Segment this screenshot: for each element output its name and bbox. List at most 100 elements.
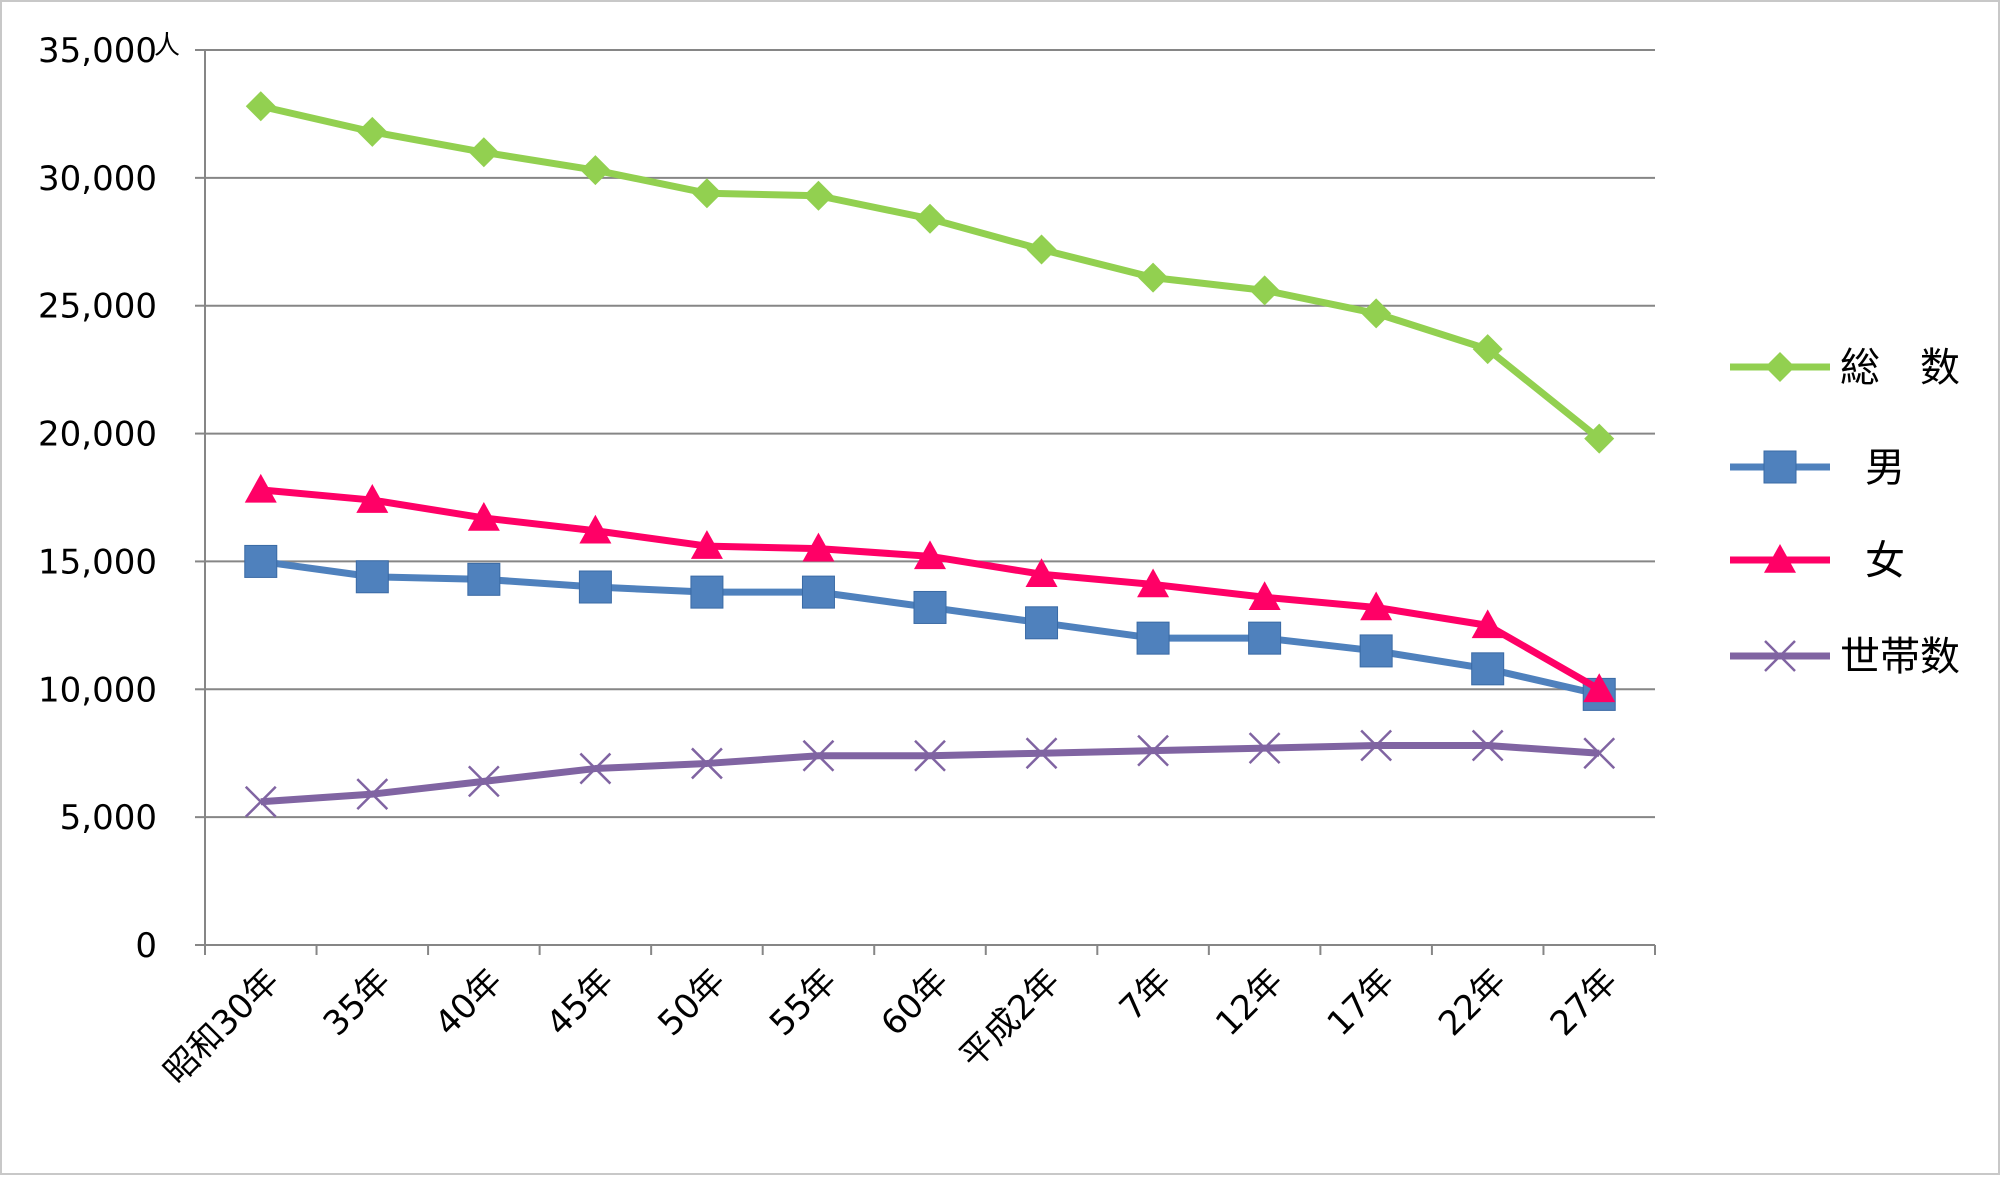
data-point — [1471, 729, 1504, 762]
data-point — [1763, 450, 1797, 484]
data-point — [1026, 234, 1057, 265]
data-point-stroke — [356, 778, 389, 811]
data-point-stroke — [244, 785, 277, 818]
data-point — [1136, 621, 1170, 655]
data-point — [467, 562, 501, 596]
y-tick-label: 25,000 — [38, 287, 157, 327]
data-point — [1360, 591, 1393, 621]
data-point — [1137, 568, 1170, 598]
legend-item: 総 数 — [1730, 345, 1960, 391]
data-point — [1583, 737, 1616, 770]
data-point-stroke — [1471, 729, 1504, 762]
data-point — [1472, 334, 1503, 365]
data-point — [913, 590, 947, 624]
x-tick-label: 40年 — [427, 961, 510, 1044]
data-point — [1360, 729, 1393, 762]
series-line — [260, 486, 1601, 693]
data-point — [580, 155, 611, 186]
y-tick-label: 5,000 — [60, 798, 157, 838]
y-tick-label: 20,000 — [38, 415, 157, 455]
data-point — [1584, 423, 1615, 454]
x-tick-label: 45年 — [539, 961, 622, 1044]
y-tick-label: 35,000 — [38, 31, 157, 71]
x-tick-label: 7年 — [1112, 961, 1180, 1029]
data-point-stroke — [579, 752, 612, 785]
data-point — [244, 785, 277, 818]
y-unit-label: 人 — [154, 31, 180, 61]
data-point — [1138, 262, 1169, 293]
data-point-stroke — [691, 747, 723, 780]
x-tick-label: 12年 — [1208, 961, 1291, 1044]
series-0 — [245, 91, 1615, 454]
data-point — [802, 739, 835, 772]
data-point — [578, 570, 612, 604]
data-point-stroke — [802, 739, 835, 772]
data-point — [467, 501, 500, 531]
series-line — [260, 557, 1601, 698]
series-line — [259, 102, 1602, 442]
x-tick-label: 平成2年 — [952, 961, 1068, 1077]
data-point — [915, 203, 945, 234]
data-point — [1471, 609, 1504, 639]
data-point — [579, 514, 612, 544]
data-point — [244, 473, 277, 503]
gridlines — [205, 49, 1655, 819]
data-point — [357, 116, 388, 147]
legend-label: 男 — [1865, 445, 1905, 491]
data-point — [1471, 652, 1505, 686]
data-point — [1248, 621, 1282, 655]
series — [244, 91, 1616, 818]
legend-item: 女 — [1730, 538, 1905, 584]
x-tick-label: 55年 — [762, 961, 845, 1044]
axes: 0 5,000 10,000 15,000 20,000 25,000 30,000 35,0… — [38, 31, 1656, 1092]
data-point — [801, 575, 835, 609]
data-point-stroke — [1248, 732, 1281, 764]
x-tick-label: 22年 — [1431, 961, 1514, 1044]
data-point-stroke — [467, 765, 500, 798]
data-point — [1583, 673, 1616, 703]
data-point — [1025, 737, 1058, 770]
data-point — [245, 91, 276, 122]
x-tick-label: 50年 — [650, 961, 733, 1044]
data-point-stroke — [1583, 737, 1616, 770]
data-point — [468, 137, 499, 168]
legend-item: 世帯数 — [1730, 634, 1960, 680]
data-point — [1025, 558, 1058, 588]
x-tick-label: 昭和30年 — [156, 961, 287, 1092]
data-point — [467, 765, 500, 798]
legend-label: 総 数 — [1840, 345, 1960, 391]
series-3 — [244, 729, 1616, 818]
data-point — [691, 747, 723, 780]
data-point — [1359, 634, 1393, 668]
y-tick-label: 30,000 — [38, 159, 157, 199]
x-tick-label: 27年 — [1543, 961, 1626, 1044]
data-point — [1764, 640, 1796, 672]
data-point — [803, 180, 834, 211]
data-point — [355, 560, 389, 594]
y-tick-label: 0 — [135, 926, 157, 966]
data-point — [1765, 352, 1795, 382]
data-point — [1137, 734, 1169, 767]
data-point-stroke — [914, 739, 946, 772]
data-point — [691, 178, 722, 209]
data-point — [802, 532, 835, 562]
data-point-stroke — [1764, 640, 1796, 672]
data-point — [579, 752, 612, 785]
series-line — [260, 742, 1600, 806]
data-point — [1248, 581, 1281, 611]
data-point — [356, 484, 389, 513]
legend-label: 女 — [1865, 538, 1905, 584]
y-tick-label: 10,000 — [38, 670, 157, 710]
data-point-stroke — [1137, 734, 1169, 767]
data-point — [1248, 732, 1281, 764]
series-2 — [244, 473, 1616, 703]
series-1 — [244, 544, 1616, 711]
data-point-stroke — [1360, 729, 1393, 762]
data-point — [690, 575, 724, 609]
data-point — [244, 544, 278, 578]
data-point — [356, 778, 389, 811]
